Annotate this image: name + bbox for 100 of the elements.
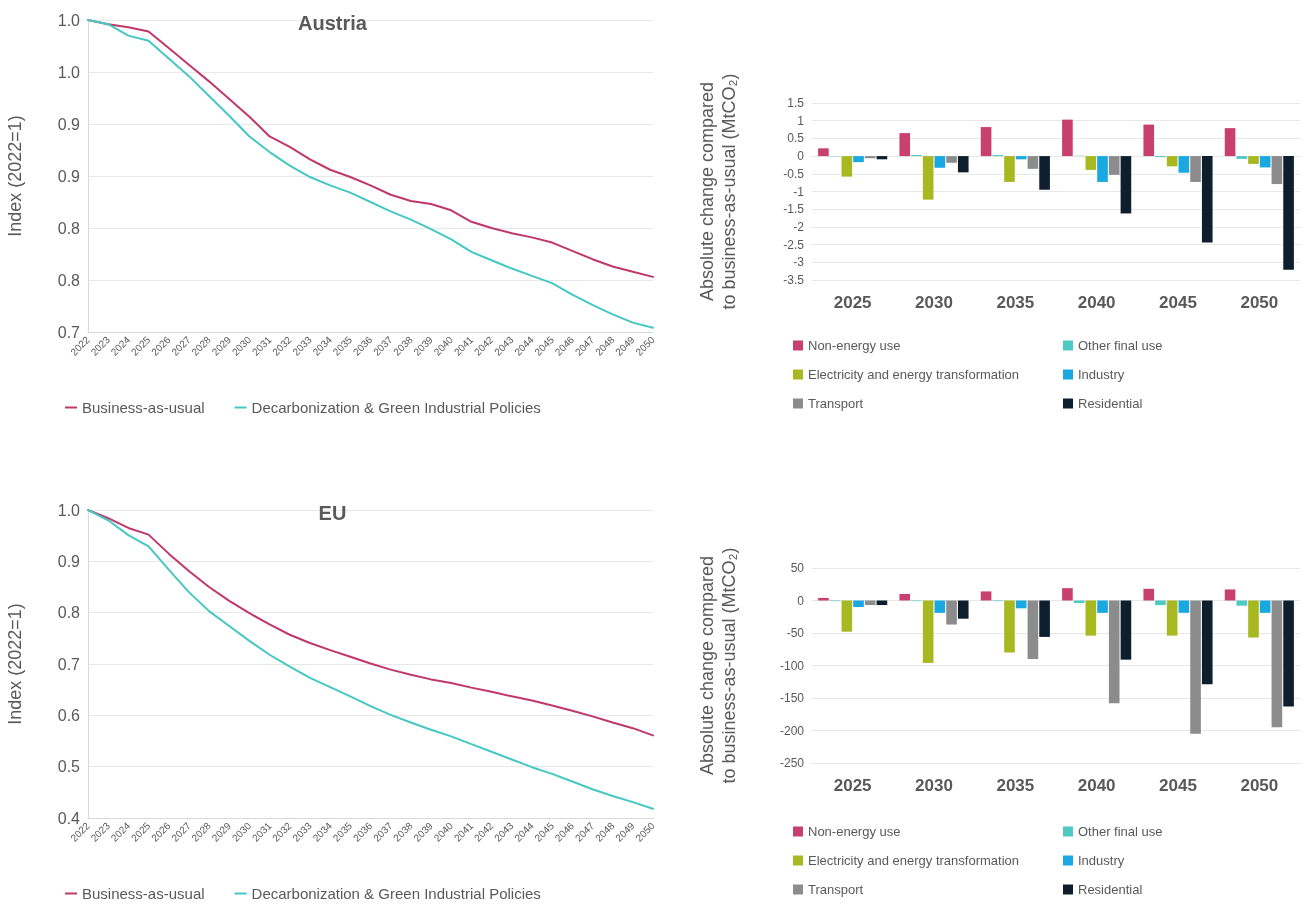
- y-tick-label: -200: [779, 723, 805, 738]
- y-tick-label: 0.7: [57, 655, 81, 673]
- bar: [1027, 156, 1039, 169]
- bar: [1097, 156, 1108, 182]
- bar: [818, 148, 829, 157]
- bar: [1085, 156, 1097, 170]
- bar: [1166, 156, 1178, 167]
- bar: [899, 594, 911, 601]
- bar: [1224, 128, 1236, 157]
- bar: [1108, 156, 1120, 175]
- y-axis-title: Index (2022=1): [5, 603, 25, 725]
- y-tick-label: -3: [793, 255, 805, 270]
- x-tick-label: 2045: [1159, 293, 1197, 312]
- y-tick-label: 1.0: [57, 63, 81, 81]
- y-tick-label: 0.8: [57, 604, 81, 622]
- legend-label: Electricity and energy transformation: [808, 853, 1019, 868]
- x-tick-label: 2025: [833, 293, 872, 312]
- y-tick-label: 50: [790, 561, 805, 575]
- bar: [1178, 156, 1190, 173]
- y-tick-label: -50: [786, 626, 805, 640]
- y-tick-label: 0.6: [57, 706, 81, 724]
- bar: [1271, 156, 1283, 185]
- legend-label: Residential: [1078, 882, 1143, 897]
- y-tick-label: -150: [779, 691, 805, 705]
- bar: [1015, 600, 1027, 609]
- y-tick-label: 1.0: [57, 11, 81, 29]
- legend-label: Non-energy use: [808, 338, 901, 353]
- bar: [980, 591, 992, 601]
- bar: [1085, 600, 1097, 636]
- y-tick-label: -100: [779, 658, 805, 673]
- bar: [1283, 156, 1294, 270]
- bar: [1108, 600, 1120, 704]
- bar: [1155, 600, 1166, 606]
- bar: [841, 600, 853, 632]
- y-axis-title: Absolute change compared to business-as-usual (MtCO₂): [697, 547, 739, 784]
- bar: [853, 600, 864, 607]
- y-tick-label: 0.9: [57, 552, 81, 570]
- bar: [1236, 600, 1248, 606]
- legend-label: Residential: [1078, 396, 1143, 411]
- y-tick-label: 0.8: [57, 219, 81, 237]
- legend-label: Electricity and energy transformation: [808, 367, 1019, 382]
- legend-label: Other final use: [1078, 824, 1163, 839]
- bar: [1039, 600, 1050, 637]
- bar: [980, 127, 992, 157]
- bar: [1259, 600, 1271, 613]
- legend-label: Other final use: [1078, 338, 1163, 353]
- x-tick-label: 2050: [1240, 293, 1279, 312]
- bar: [1259, 156, 1271, 168]
- legend-label: Business-as-usual: [82, 885, 205, 902]
- x-tick-label: 2035: [996, 776, 1035, 795]
- y-tick-label: 0.5: [787, 131, 805, 146]
- y-tick-label: -250: [779, 756, 805, 770]
- bar: [934, 156, 946, 168]
- bar: [1201, 156, 1213, 243]
- y-tick-label: 1: [797, 113, 805, 128]
- bar: [1027, 600, 1039, 659]
- bar: [1190, 156, 1201, 182]
- y-axis-title: Index (2022=1): [5, 115, 25, 237]
- x-tick-label: 2045: [1159, 776, 1197, 795]
- bar: [957, 156, 969, 173]
- y-tick-label: 0.7: [57, 323, 81, 341]
- bar: [946, 600, 957, 625]
- x-tick-label: 2050: [1240, 776, 1279, 795]
- legend-label: Industry: [1078, 367, 1125, 382]
- x-tick-label: 2030: [915, 293, 953, 312]
- bar: [1248, 156, 1259, 164]
- bar: [1190, 600, 1201, 734]
- bar: [1062, 588, 1073, 601]
- bar: [922, 600, 934, 663]
- y-tick-label: 0: [797, 593, 805, 608]
- bar: [1004, 156, 1015, 182]
- y-axis-title: Absolute change compared to business-as-usual (MtCO₂): [697, 73, 739, 310]
- x-tick-label: 2035: [996, 293, 1035, 312]
- bar: [841, 156, 853, 177]
- chart-title: EU: [318, 502, 347, 524]
- bar: [1178, 600, 1190, 613]
- bar: [946, 156, 957, 163]
- legend-label: Non-energy use: [808, 824, 901, 839]
- y-tick-label: 1.0: [57, 501, 81, 519]
- y-tick-label: 0.9: [57, 115, 81, 133]
- chart-title: Austria: [298, 12, 368, 34]
- legend-label: Transport: [808, 396, 864, 411]
- bar: [1166, 600, 1178, 636]
- bar: [1201, 600, 1213, 685]
- y-tick-label: 0.5: [57, 758, 81, 776]
- bar: [1143, 588, 1155, 601]
- y-tick-label: -2: [793, 219, 805, 234]
- bar: [1004, 600, 1015, 653]
- bar: [1039, 156, 1050, 190]
- legend-label: Industry: [1078, 853, 1125, 868]
- legend-label: Transport: [808, 882, 864, 897]
- bar: [1224, 589, 1236, 601]
- bar: [1120, 156, 1132, 214]
- bar: [1097, 600, 1108, 613]
- y-tick-label: -2.5: [783, 237, 805, 252]
- bar: [864, 156, 876, 159]
- y-tick-label: -1: [793, 184, 805, 199]
- x-tick-label: 2025: [833, 776, 872, 795]
- bar: [957, 600, 969, 619]
- y-tick-label: -0.5: [783, 166, 805, 181]
